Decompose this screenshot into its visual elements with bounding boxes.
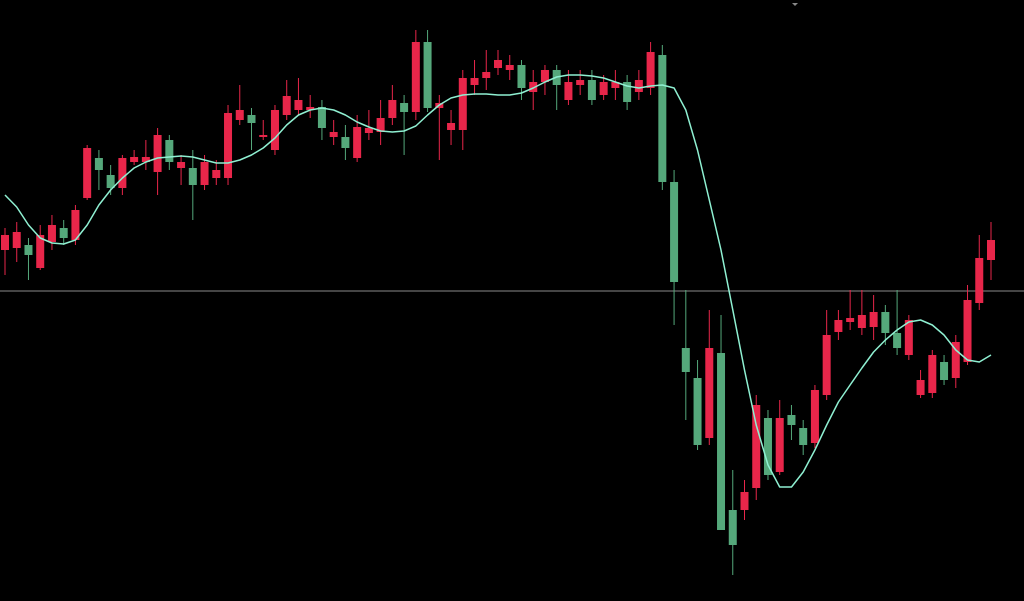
candle-body xyxy=(540,70,549,82)
candle-body xyxy=(693,378,702,445)
candle-body xyxy=(834,320,843,332)
candle-body xyxy=(94,158,103,170)
candle-body xyxy=(517,65,526,88)
candle-body xyxy=(423,42,432,108)
candle-body xyxy=(36,235,45,268)
candle-body xyxy=(247,115,256,123)
candle-body xyxy=(458,78,467,130)
candle-body xyxy=(728,510,737,545)
scroll-marker xyxy=(792,3,798,6)
candle-body xyxy=(599,82,608,95)
candle-body xyxy=(470,78,479,85)
candle-body xyxy=(940,362,949,380)
candle-body xyxy=(928,355,937,393)
candle-body xyxy=(177,162,186,168)
candle-body xyxy=(810,390,819,443)
candle-body xyxy=(259,135,268,137)
candle-body xyxy=(611,82,620,88)
candle-body xyxy=(916,380,925,395)
candle-body xyxy=(411,42,420,112)
candle-body xyxy=(353,127,362,158)
candle-body xyxy=(329,132,338,137)
candle-body xyxy=(623,82,632,102)
candle-body xyxy=(12,232,21,248)
candle-body xyxy=(400,103,409,112)
candle-body xyxy=(740,492,749,510)
candle-body xyxy=(799,428,808,445)
candle-body xyxy=(83,148,92,198)
candle-body xyxy=(212,170,221,178)
candle-body xyxy=(200,162,209,185)
candle-body xyxy=(270,110,279,150)
candle-body xyxy=(529,82,538,92)
candle-body xyxy=(987,240,995,260)
candle-body xyxy=(388,100,397,118)
candle-body xyxy=(118,158,127,188)
candle-body xyxy=(670,182,679,282)
candle-body xyxy=(963,300,972,362)
candle-body xyxy=(752,405,761,488)
candle-body xyxy=(975,258,984,303)
candle-body xyxy=(893,333,902,348)
candle-body xyxy=(646,52,655,88)
candle-body xyxy=(775,418,784,472)
candle-body xyxy=(282,96,291,115)
candle-body xyxy=(24,245,33,255)
candle-body xyxy=(658,55,667,182)
candle-body xyxy=(494,60,502,68)
candle-body xyxy=(787,415,796,425)
candle-body xyxy=(235,110,244,120)
candle-body xyxy=(904,320,913,355)
candle-body xyxy=(717,353,726,530)
candle-body xyxy=(294,100,303,110)
candle-body xyxy=(1,235,9,250)
candle-body xyxy=(165,140,174,162)
candle-body xyxy=(634,80,643,92)
candle-body xyxy=(106,175,115,188)
candle-body xyxy=(47,225,56,242)
candle-body xyxy=(587,80,596,100)
candle-body xyxy=(224,113,233,178)
candle-body xyxy=(951,342,960,378)
candle-body xyxy=(482,72,491,78)
candle-body xyxy=(869,312,878,327)
candle-body xyxy=(376,118,385,132)
moving-average xyxy=(4,74,992,488)
candle-body xyxy=(705,348,714,438)
candle-body xyxy=(763,418,772,475)
candle-body xyxy=(564,82,573,100)
candle-body xyxy=(130,157,139,162)
candle-body xyxy=(306,107,315,110)
candle-body xyxy=(576,80,585,85)
candle-body xyxy=(71,210,80,240)
candle-body xyxy=(505,65,514,70)
candle-body xyxy=(857,315,866,328)
candle-body xyxy=(59,228,68,238)
candle-body xyxy=(317,107,326,128)
candle-body xyxy=(447,123,456,130)
candle-body xyxy=(364,128,373,133)
candle-body xyxy=(153,135,162,172)
candle-body xyxy=(141,157,150,162)
candle-body xyxy=(822,335,831,395)
candle-body xyxy=(846,318,855,322)
candle-body xyxy=(341,137,350,148)
candle-body xyxy=(188,168,197,185)
candle-body xyxy=(681,348,690,372)
candle-body xyxy=(881,312,890,333)
